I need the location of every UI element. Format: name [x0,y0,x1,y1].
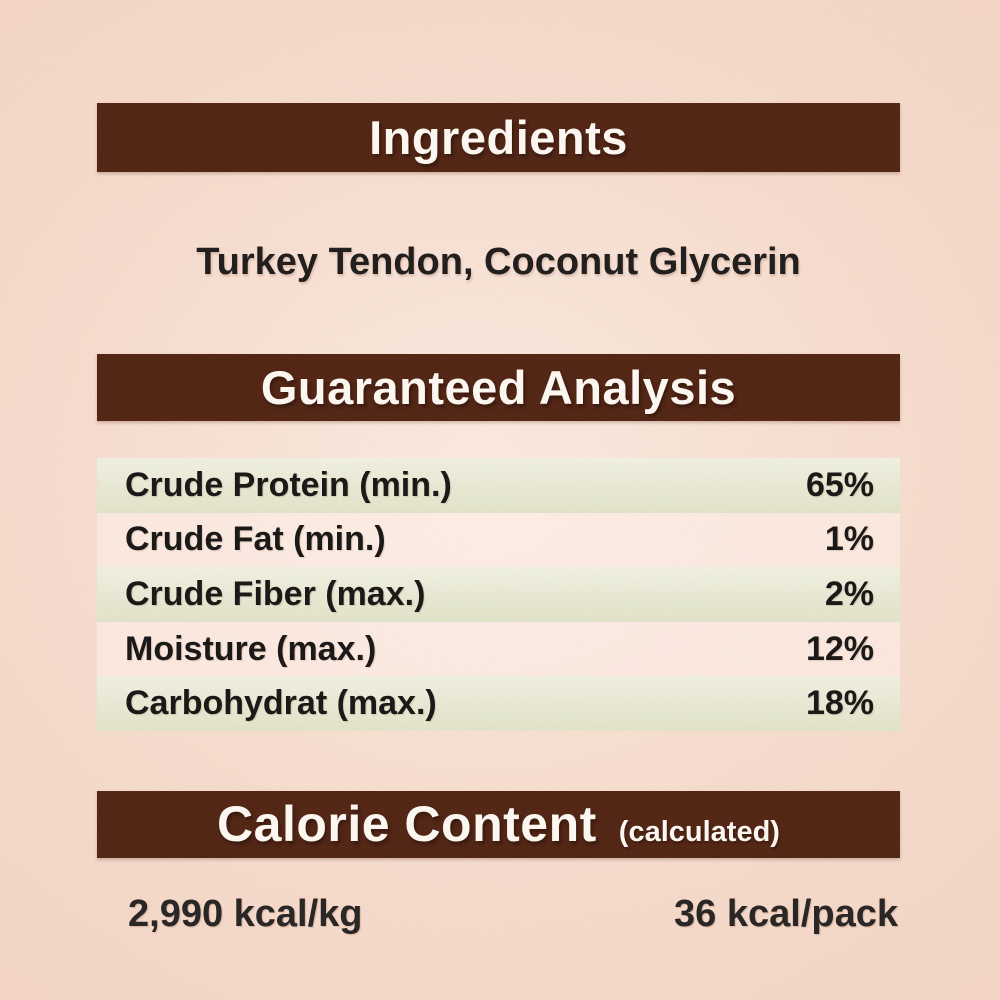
table-row-carbohydrat: Carbohydrat (max.) 18% [97,676,900,731]
row-value: 12% [805,629,874,668]
kcal-per-pack-value: 36 kcal/pack [674,893,898,935]
calorie-content-header-title: Calorie Content [217,796,597,852]
calorie-figures-row: 2,990 kcal/kg 36 kcal/pack [97,893,900,936]
table-row-crude-fiber: Crude Fiber (max.) 2% [97,567,900,622]
guaranteed-analysis-table: Crude Protein (min.) 65% Crude Fat (min.… [97,458,900,731]
row-value: 18% [805,684,874,723]
guaranteed-analysis-header-bar: Guaranteed Analysis [97,354,900,421]
ingredients-header-title: Ingredients [369,111,628,164]
row-value: 1% [824,520,874,559]
table-row-crude-protein: Crude Protein (min.) 65% [97,458,900,513]
row-value: 65% [805,465,874,504]
table-row-crude-fat: Crude Fat (min.) 1% [97,512,900,568]
row-label: Crude Protein (min.) [125,465,452,504]
table-row-moisture: Moisture (max.) 12% [97,621,900,677]
row-label: Carbohydrat (max.) [125,684,437,723]
guaranteed-analysis-header-title: Guaranteed Analysis [260,361,737,414]
row-label: Crude Fiber (max.) [125,574,426,613]
row-label: Crude Fat (min.) [125,520,386,559]
row-value: 2% [824,574,874,613]
calorie-content-header-bar: Calorie Content (calculated) [97,791,900,858]
ingredients-header-bar: Ingredients [97,103,900,172]
row-label: Moisture (max.) [125,629,377,668]
calorie-calculated-qualifier: (calculated) [618,816,780,848]
kcal-per-kg-value: 2,990 kcal/kg [128,893,363,935]
ingredients-list-text: Turkey Tendon, Coconut Glycerin [196,241,801,283]
